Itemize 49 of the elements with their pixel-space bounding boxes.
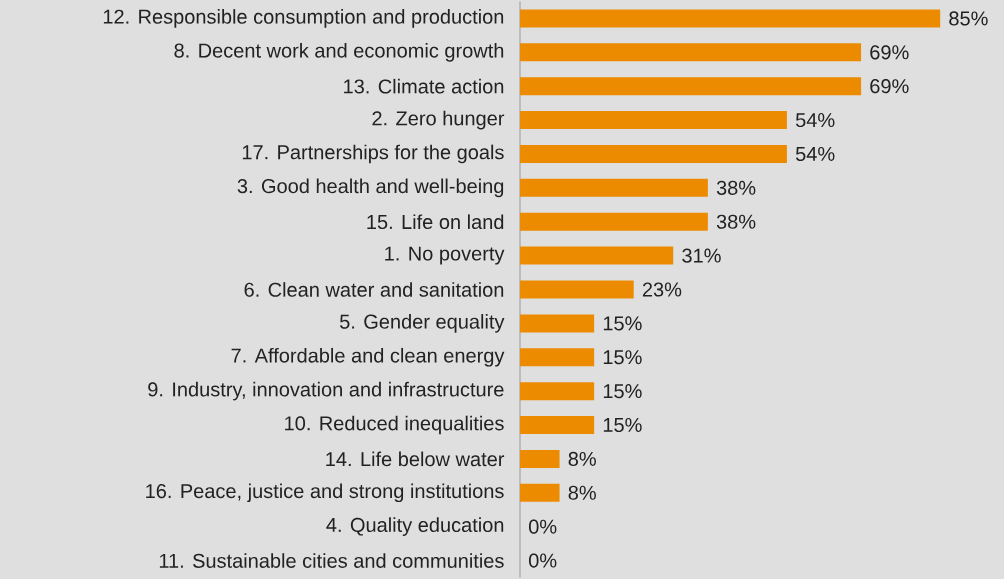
bar xyxy=(520,416,595,435)
y-tick-label: 4. Quality education xyxy=(326,517,504,536)
bar xyxy=(520,212,708,231)
data-label: 0% xyxy=(528,553,557,568)
bar xyxy=(520,77,862,96)
data-label: 15% xyxy=(603,417,642,433)
data-label: 15% xyxy=(603,384,642,399)
y-tick-label: 17. Partnerships for the goals xyxy=(242,144,504,164)
data-label: 54% xyxy=(795,113,835,128)
y-tick-label: 7. Affordable and clean energy xyxy=(231,347,505,367)
y-tick-label: 15. Life on land xyxy=(367,214,504,230)
y-tick-label: 8. Decent work and economic growth xyxy=(174,42,504,62)
data-label: 38% xyxy=(716,214,756,229)
data-label: 8% xyxy=(568,451,596,466)
data-label: 8% xyxy=(568,485,596,500)
y-tick-label: 5. Gender equality xyxy=(339,314,505,333)
y-tick-label: 10. Reduced inequalities xyxy=(285,415,504,435)
bar xyxy=(520,144,787,163)
bar xyxy=(520,382,595,401)
bar xyxy=(520,280,634,299)
y-tick-label: 3. Good health and well-being xyxy=(237,178,504,198)
bar xyxy=(520,449,560,468)
data-label: 54% xyxy=(795,146,835,162)
bar xyxy=(520,483,560,502)
bar xyxy=(520,314,595,333)
y-tick-label: 12. Responsible consumption and production xyxy=(103,9,504,28)
data-label: 0% xyxy=(528,519,557,534)
data-label: 69% xyxy=(870,45,909,60)
data-label: 23% xyxy=(642,282,682,297)
y-tick-label: 6. Clean water and sanitation xyxy=(244,282,504,297)
data-label: 15% xyxy=(603,316,642,331)
data-label: 31% xyxy=(682,248,721,263)
bar xyxy=(520,111,787,130)
y-tick-label: 14. Life below water xyxy=(326,451,505,467)
data-label: 69% xyxy=(870,79,909,94)
bar xyxy=(520,178,708,197)
data-label: 15% xyxy=(603,350,642,365)
y-tick-label: 13. Climate action xyxy=(344,78,504,94)
bar xyxy=(520,9,941,28)
y-tick-label: 11. Sustainable cities and communities xyxy=(159,553,504,568)
bar xyxy=(520,246,674,265)
y-tick-label: 9. Industry, innovation and infrastructure xyxy=(148,381,504,401)
bar xyxy=(520,43,862,62)
y-tick-label: 1. No poverty xyxy=(385,246,505,265)
bar xyxy=(520,348,595,367)
data-label: 85% xyxy=(949,11,988,26)
data-label: 38% xyxy=(716,180,756,195)
y-tick-label: 16. Peace, justice and strong institutions xyxy=(146,483,504,503)
y-tick-label: 2. Zero hunger xyxy=(372,110,505,130)
